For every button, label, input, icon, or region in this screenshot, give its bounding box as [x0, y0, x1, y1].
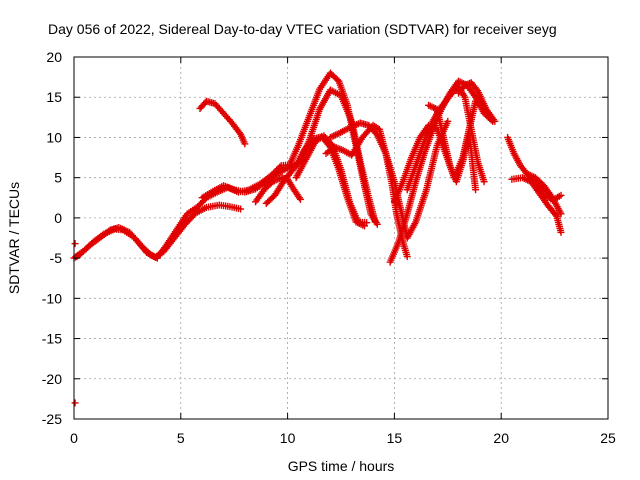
data-point-isolated [71, 399, 79, 407]
y-tick-label: 20 [46, 49, 62, 65]
data-point-isolated [71, 240, 79, 248]
data-point-track-f [295, 194, 303, 202]
x-tick-label: 15 [387, 430, 403, 446]
data-point-track-p [557, 210, 565, 218]
data-point-track-d [235, 129, 243, 137]
y-axis-title: SDTVAR / TECUs [6, 182, 22, 294]
data-point-track-j [444, 117, 452, 125]
data-point-track-d [241, 140, 249, 148]
chart-title: Day 056 of 2022, Sidereal Day-to-day VTE… [48, 21, 557, 37]
x-tick-label: 5 [177, 430, 185, 446]
data-point-track-a [237, 205, 245, 213]
ticks-layer [73, 56, 609, 420]
y-tick-label: 15 [46, 89, 62, 105]
y-tick-label: -25 [42, 411, 62, 427]
y-tick-label: -20 [42, 371, 62, 387]
data-point-track-e [371, 218, 379, 226]
data-point-track-n [472, 186, 480, 194]
data-point-track-q [557, 228, 565, 236]
data-point-track-f [296, 195, 304, 203]
data-point-track-b [147, 251, 155, 259]
data-point-track-q [552, 211, 560, 219]
data-point-track-i [403, 253, 411, 261]
grid-layer [74, 57, 608, 419]
data-point-track-l [480, 178, 488, 186]
y-tick-label: -10 [42, 290, 62, 306]
x-tick-label: 0 [70, 430, 78, 446]
data-point-track-b [150, 253, 158, 261]
data-point-track-h [363, 219, 371, 227]
data-points-layer [70, 69, 565, 407]
y-tick-label: -5 [50, 250, 63, 266]
data-point-track-c [276, 163, 284, 171]
data-point-track-m [472, 97, 480, 105]
data-point-track-o [491, 117, 499, 125]
x-tick-label: 10 [280, 430, 296, 446]
tick-label-layer: 0 5 10 15 20 25 -25 -20 -15 -10 -5 0 5 10 15 20 [42, 49, 616, 446]
data-point-track-r [557, 191, 565, 199]
y-tick-label: -15 [42, 331, 62, 347]
data-point-track-b [148, 252, 156, 260]
plot-frame [73, 56, 609, 420]
y-tick-label: 10 [46, 129, 62, 145]
y-tick-label: 0 [54, 210, 62, 226]
x-tick-label: 25 [600, 430, 616, 446]
x-axis-title: GPS time / hours [288, 458, 395, 474]
x-tick-label: 20 [493, 430, 509, 446]
y-tick-label: 5 [54, 170, 62, 186]
